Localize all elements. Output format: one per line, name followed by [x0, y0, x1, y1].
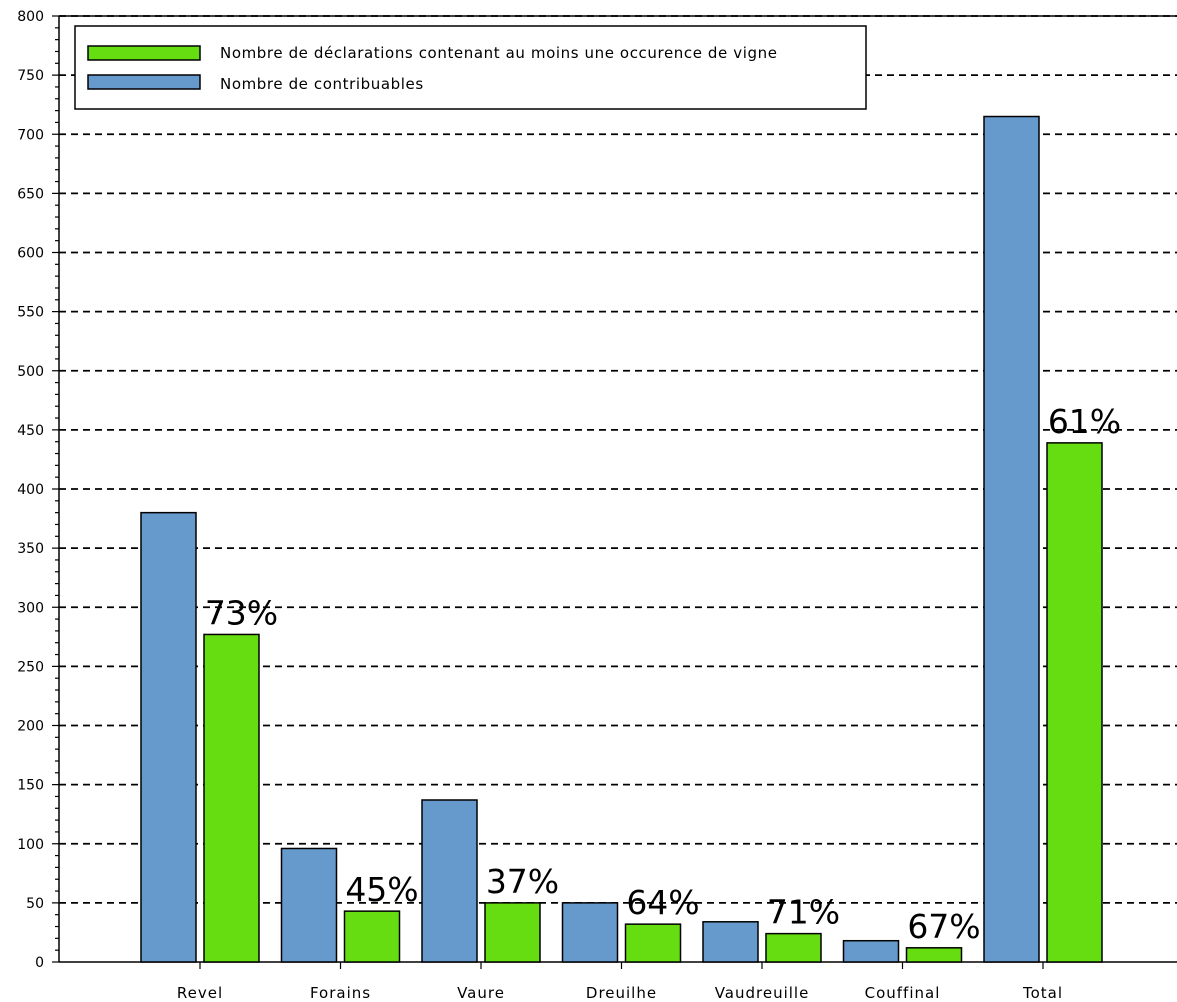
bar-declarations-vigne	[765, 932, 822, 963]
y-tick-label: 100	[17, 837, 44, 853]
percentage-label: 64%	[626, 883, 699, 922]
bar-declarations-vigne	[343, 910, 401, 963]
percentage-label: 61%	[1048, 402, 1121, 441]
y-tick-label: 0	[35, 955, 44, 971]
x-tick-label: Couffinal	[865, 984, 941, 1002]
y-tick-label: 500	[17, 364, 44, 380]
y-tick-label: 350	[17, 541, 44, 557]
y-tick-label: 150	[17, 778, 44, 794]
legend-box	[74, 25, 867, 110]
bar-declarations-vigne	[905, 947, 963, 963]
bar-declarations-vigne	[1046, 442, 1103, 963]
y-tick-label: 750	[17, 68, 44, 84]
y-tick-label: 800	[17, 9, 44, 25]
percentage-label: 37%	[486, 862, 559, 901]
x-tick-label: Vaudreuille	[715, 984, 810, 1002]
bar-declarations-vigne	[484, 902, 541, 963]
y-tick-label: 200	[17, 719, 44, 735]
y-tick-label: 700	[17, 127, 44, 143]
x-tick-label: Dreuilhe	[586, 984, 657, 1002]
y-tick-label: 550	[17, 305, 44, 321]
y-tick-label: 600	[17, 246, 44, 262]
y-tick-label: 650	[17, 186, 44, 202]
bar-contribuables	[842, 939, 900, 963]
percentage-label: 71%	[767, 893, 840, 932]
x-tick-label: Total	[1022, 984, 1063, 1002]
bar-contribuables	[280, 847, 338, 963]
bar-contribuables	[983, 115, 1040, 963]
y-tick-label: 300	[17, 600, 44, 616]
legend-swatch-green	[87, 45, 201, 61]
legend: Nombre de déclarations contenant au moin…	[74, 25, 867, 110]
y-tick-label: 450	[17, 423, 44, 439]
bar-declarations-vigne	[203, 633, 260, 963]
bar-contribuables	[561, 902, 619, 963]
percentage-label: 73%	[205, 593, 278, 632]
bar-contribuables	[421, 799, 478, 963]
x-tick-label: Vaure	[457, 984, 505, 1002]
labels: Revel 73% Forains 45% Vaure 37% Dreuilhe 64% Vau…	[177, 402, 1121, 1002]
x-tick-label: Revel	[177, 984, 223, 1002]
bar-declarations-vigne	[624, 923, 682, 963]
legend-swatch-blue	[87, 74, 201, 90]
y-tick-label: 400	[17, 482, 44, 498]
y-tick-label: 250	[17, 659, 44, 675]
legend-label-blue: Nombre de contribuables	[220, 75, 424, 93]
percentage-label: 45%	[345, 870, 418, 909]
bar-contribuables	[140, 511, 197, 963]
percentage-label: 67%	[907, 907, 980, 946]
bars	[140, 115, 1103, 963]
x-tick-label: Forains	[310, 984, 371, 1002]
y-tick-label: 50	[26, 896, 44, 912]
legend-label-green: Nombre de déclarations contenant au moin…	[220, 44, 778, 62]
bar-contribuables	[702, 921, 759, 963]
